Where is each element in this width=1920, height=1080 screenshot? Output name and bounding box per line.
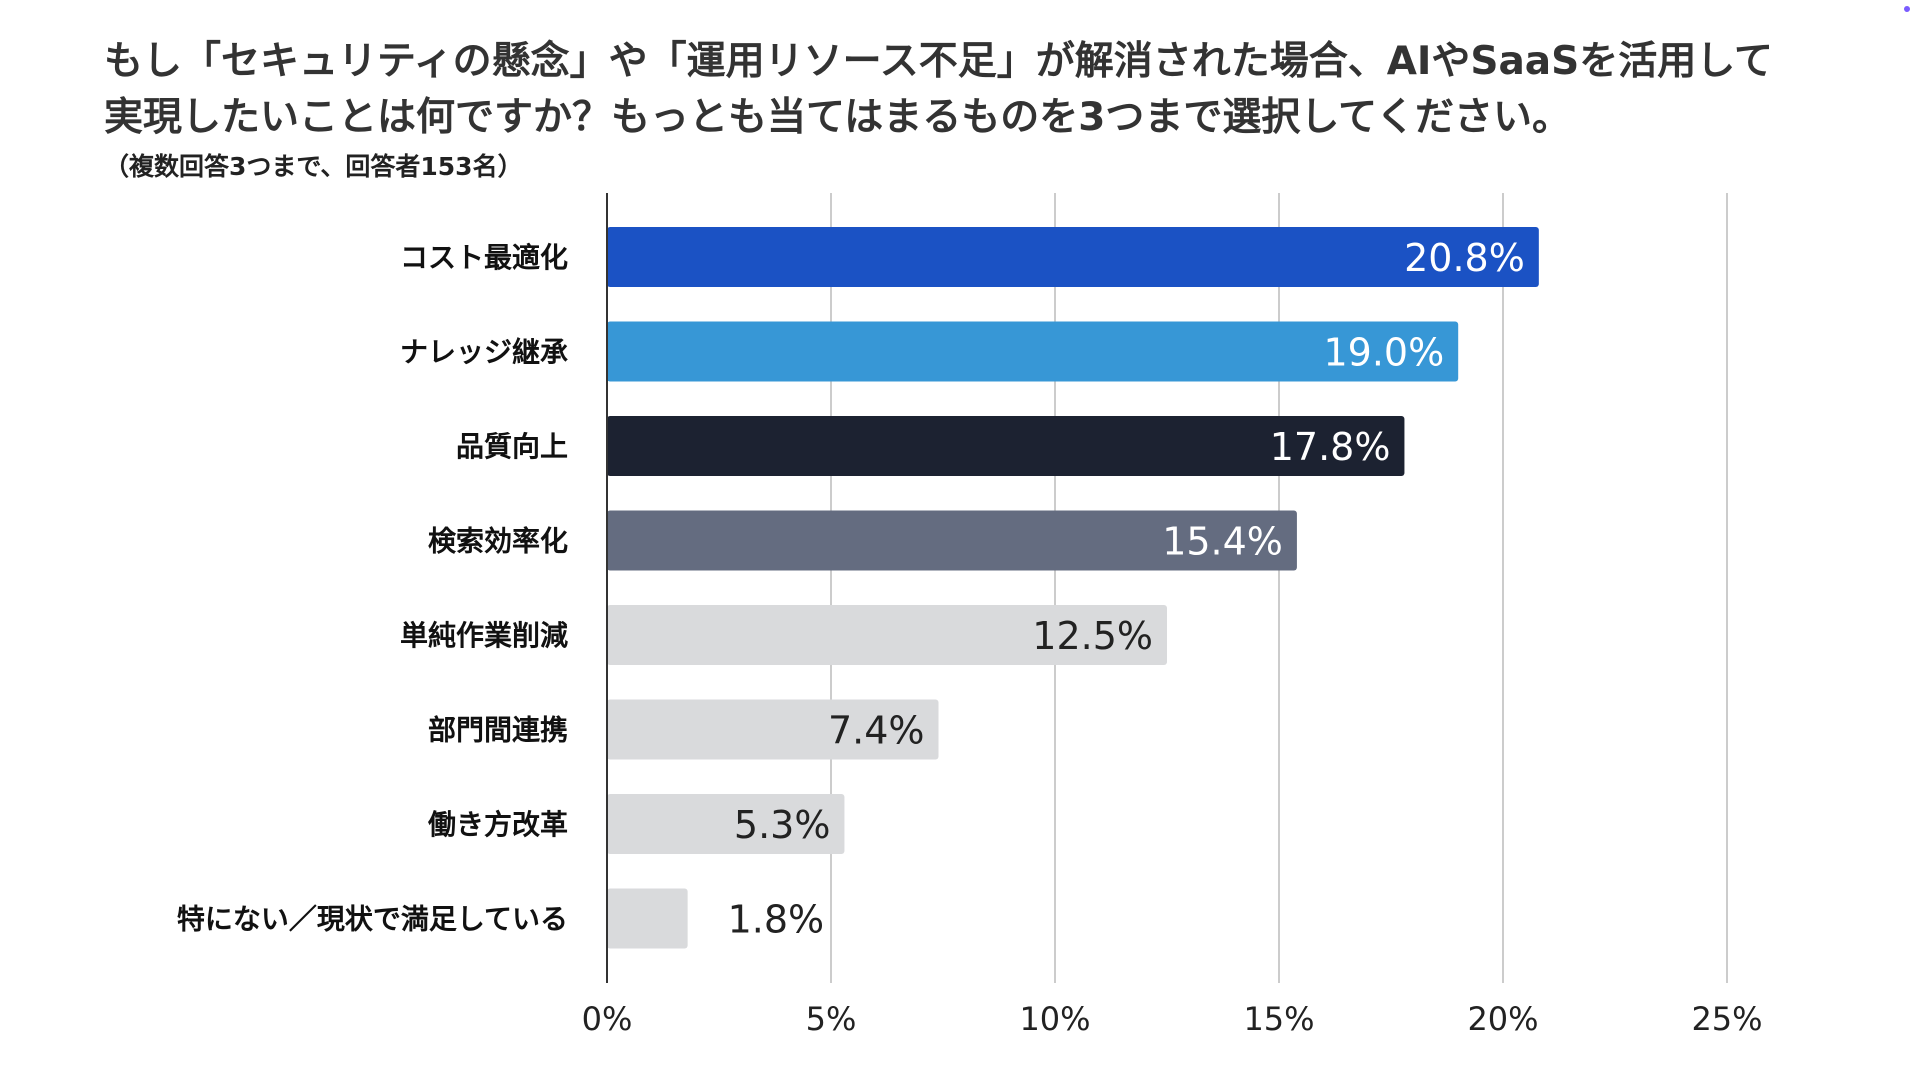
value-label: 20.8% — [1404, 236, 1525, 280]
category-label: 働き方改革 — [427, 808, 568, 841]
bar — [607, 605, 1167, 665]
value-label: 17.8% — [1270, 425, 1391, 469]
category-label: コスト最適化 — [400, 241, 568, 274]
value-label: 15.4% — [1162, 520, 1283, 564]
bar — [607, 699, 939, 760]
value-label: 1.8% — [728, 898, 825, 942]
x-tick-label: 10% — [1019, 1000, 1090, 1038]
x-tick-label: 5% — [806, 1000, 857, 1038]
bar — [607, 794, 845, 854]
chart-subtitle: （複数回答3つまで、回答者153名） — [104, 152, 523, 181]
value-label: 12.5% — [1032, 614, 1153, 658]
bar — [607, 416, 1405, 476]
bar — [607, 321, 1459, 382]
x-tick-label: 0% — [582, 1000, 633, 1038]
bar — [607, 227, 1539, 287]
value-label: 7.4% — [828, 709, 925, 753]
bar — [607, 888, 688, 949]
labels: 0% 5% 10% 15% 20% 25% コスト最適化 20.8% ナレッジ継承 19.0% 品質… — [177, 236, 1763, 1038]
value-label: 5.3% — [734, 803, 831, 847]
category-label: 品質向上 — [456, 430, 568, 463]
bars — [607, 227, 1539, 949]
grid-lines — [830, 193, 1728, 983]
chart-title-line-2: 実現したいことは何ですか？もっとも当てはまるものを3つまで選択してください。 — [104, 95, 1572, 140]
category-label: 検索効率化 — [428, 525, 568, 558]
category-label: 単純作業削減 — [400, 619, 568, 652]
x-tick-label: 25% — [1691, 1000, 1762, 1038]
corner-dot — [1904, 6, 1910, 12]
x-tick-label: 20% — [1467, 1000, 1538, 1038]
x-tick-label: 15% — [1243, 1000, 1314, 1038]
category-label: ナレッジ継承 — [400, 336, 568, 369]
value-label: 19.0% — [1323, 331, 1444, 375]
category-label: 部門間連携 — [428, 714, 568, 747]
chart-title: もし「セキュリティの懸念」や「運用リソース不足」が解消された場合、AIやSaaS… — [104, 34, 1844, 146]
category-label: 特にない／現状で満足している — [177, 903, 568, 936]
chart-title-line-1: もし「セキュリティの懸念」や「運用リソース不足」が解消された場合、AIやSaaS… — [104, 39, 1774, 84]
bar — [607, 510, 1297, 571]
